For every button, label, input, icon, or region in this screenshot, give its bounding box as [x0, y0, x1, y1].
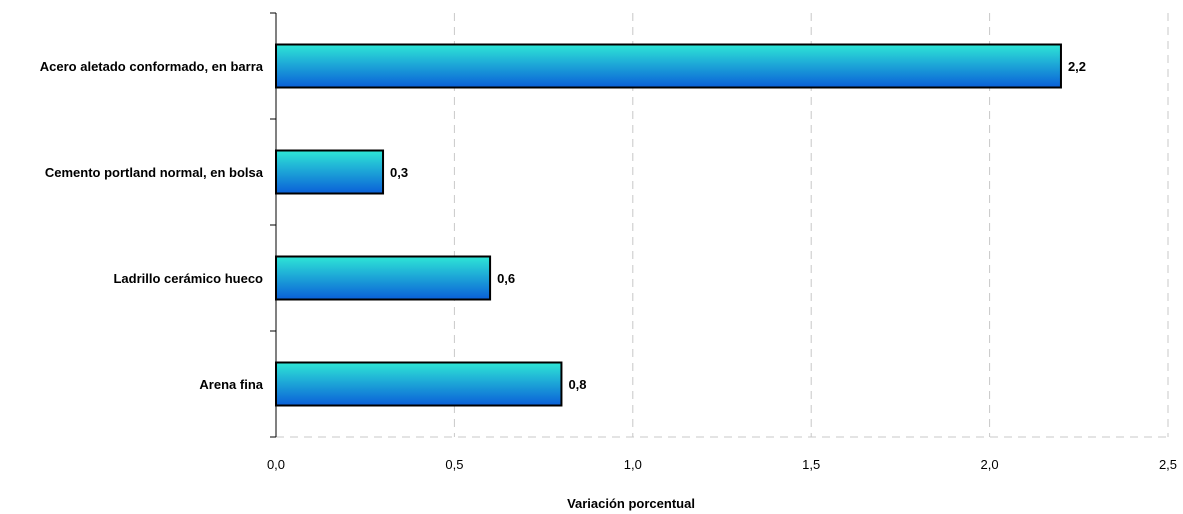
category-label: Cemento portland normal, en bolsa: [45, 165, 264, 180]
bar-value-label: 0,6: [497, 271, 515, 286]
bar-value-label: 2,2: [1068, 59, 1086, 74]
x-tick-label: 1,0: [624, 457, 642, 472]
x-tick-label: 1,5: [802, 457, 820, 472]
bar: [275, 255, 492, 301]
bar-value-label: 0,3: [390, 165, 408, 180]
bar: [275, 149, 385, 195]
labels: 0,0 0,5 1,0 1,5 2,0 2,5 2,2 Acero aletado confo…: [40, 59, 1177, 472]
x-axis-title: Variación porcentual: [567, 496, 695, 511]
bars: [275, 43, 1062, 407]
bar: [275, 361, 563, 407]
x-tick-label: 0,5: [445, 457, 463, 472]
bar-value-label: 0,8: [568, 377, 586, 392]
category-label: Ladrillo cerámico hueco: [113, 271, 263, 286]
category-label: Acero aletado conformado, en barra: [40, 59, 264, 74]
x-tick-label: 0,0: [267, 457, 285, 472]
x-tick-label: 2,0: [981, 457, 999, 472]
bar: [275, 43, 1062, 89]
category-label: Arena fina: [199, 377, 263, 392]
x-tick-label: 2,5: [1159, 457, 1177, 472]
